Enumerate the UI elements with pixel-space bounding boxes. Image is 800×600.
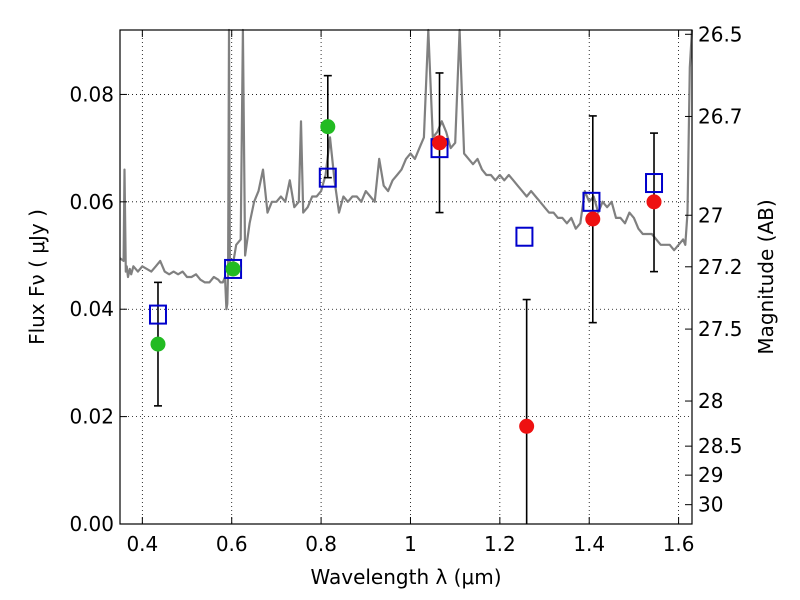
grid	[120, 30, 692, 525]
x-tick-label: 0.6	[216, 532, 248, 556]
x-tick-label: 0.8	[305, 532, 337, 556]
observed-point-red	[519, 418, 535, 434]
right-tick-label: 26.5	[698, 22, 743, 46]
x-tick-label: 1	[404, 532, 417, 556]
model-flux-square	[582, 191, 601, 212]
spectrum-line	[119, 28, 694, 311]
observed-point-red	[585, 211, 601, 227]
right-tick-label: 29	[698, 463, 723, 487]
right-tick-label: 27.2	[698, 255, 743, 279]
y-tick-label: 0.02	[69, 405, 114, 429]
y-tick-label: 0.04	[69, 297, 114, 321]
x-axis-label: Wavelength λ (μm)	[310, 565, 501, 589]
observed-point-green	[320, 119, 336, 135]
right-tick-label: 28.5	[698, 434, 743, 458]
right-tick-label: 27	[698, 203, 723, 227]
right-axis-label: Magnitude (AB)	[754, 199, 778, 354]
y-tick-label: 0.08	[69, 82, 114, 106]
observed-point-green	[225, 261, 241, 277]
y-axis-label: Flux Fν ( μJy )	[25, 209, 49, 345]
model-flux-square	[224, 258, 243, 279]
y-tick-label: 0.00	[69, 512, 114, 536]
x-tick-label: 1.4	[573, 532, 605, 556]
model-flux-square	[645, 173, 664, 194]
plot-frame	[119, 29, 693, 525]
data-markers	[148, 119, 664, 434]
right-tick-label: 28	[698, 389, 723, 413]
model-spectrum	[119, 28, 694, 311]
observed-point-red	[432, 135, 448, 151]
y-tick-label: 0.06	[69, 190, 114, 214]
right-tick-label: 27.5	[698, 317, 743, 341]
right-tick-label: 30	[698, 493, 723, 517]
x-tick-label: 1.2	[484, 532, 516, 556]
observed-point-red	[646, 194, 662, 210]
model-flux-square	[148, 304, 167, 325]
x-tick-label: 1.6	[663, 532, 695, 556]
x-tick-label: 0.4	[126, 532, 158, 556]
observed-point-green	[150, 336, 166, 352]
model-flux-square	[318, 167, 337, 188]
axis-ticks: 0.4 0.6 0.8 1 1.2 1.4 1.6 0.00 0.02 0.04 0.06 0.08 2…	[69, 22, 742, 556]
model-flux-square	[515, 226, 534, 247]
right-tick-label: 26.7	[698, 104, 743, 128]
